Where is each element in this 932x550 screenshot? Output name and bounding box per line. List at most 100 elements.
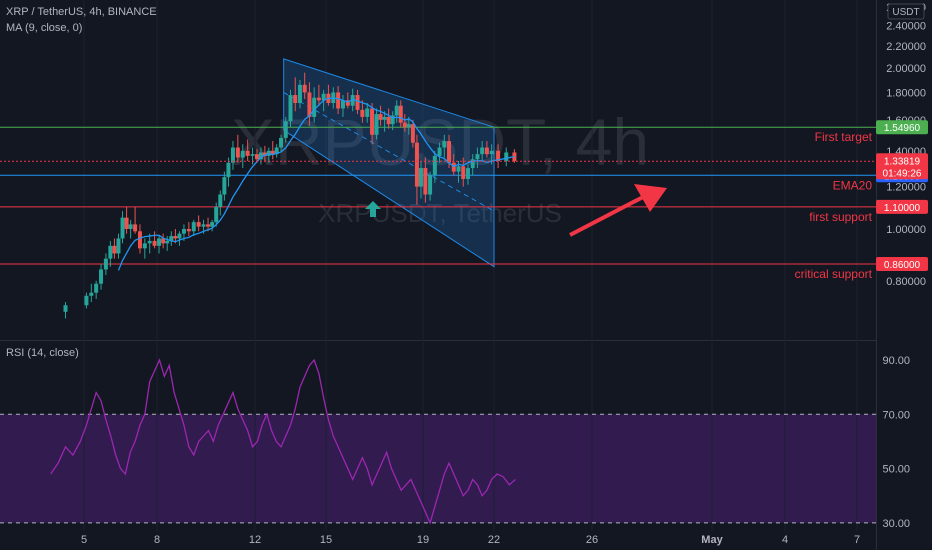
candle-body [196,222,201,227]
candle-body [169,236,174,241]
rsi-tick-label: 30.00 [882,518,910,530]
candle-body [414,142,419,187]
time-tick-label: 8 [154,534,160,546]
candle-body [442,141,447,148]
candle-body [350,95,355,106]
level-annotation: critical support [795,267,873,281]
candle-body [410,124,415,143]
watermark-description: XRPUSDT, TetherUS [318,198,562,228]
candle-body [504,152,509,161]
candle-body [456,166,461,172]
watermark-symbol: XRPUSDT, 4h [231,105,649,179]
candle-body [480,147,485,155]
candle-body [496,150,501,161]
candle-body [307,92,312,117]
candle-body [365,108,370,117]
candle-body [214,206,219,223]
rsi-legend[interactable]: RSI (14, close) [6,347,79,359]
candle-body [94,283,99,293]
channel-midline [283,92,495,212]
candle-body [274,147,279,155]
candle-body [235,147,240,158]
candle-body [340,100,345,109]
candle-body [89,292,94,296]
candle-body [293,95,298,104]
current-price-label: 1.33819 [884,156,921,167]
candle-body [218,194,223,207]
candle-body [382,116,387,120]
symbol-legend[interactable]: XRP / TetherUS, 4h, BINANCE [6,6,157,18]
rsi-line [50,358,516,525]
rsi-tick-label: 90.00 [882,355,910,367]
candle-body [230,147,235,163]
level-price-label: 1.10000 [884,203,921,214]
ma-legend[interactable]: MA (9, close, 0) [6,22,83,34]
rsi-tick-label: 70.00 [882,409,910,421]
candle-body [142,243,147,249]
target-arrow-icon [634,184,667,212]
time-tick-label: 12 [249,534,261,546]
rsi-tick-label: 50.00 [882,464,910,476]
candle-body [147,240,152,244]
candle-body [447,141,452,163]
candle-body [181,228,186,234]
candle-body [84,295,89,306]
candle-body [133,224,138,232]
candle-body [461,166,466,180]
candle-body [406,124,411,128]
level-annotation: First target [815,130,873,144]
price-tick-label: 2.20000 [886,41,926,53]
candle-body [270,150,275,155]
candle-body [386,116,391,125]
candle-body [345,100,350,106]
level-price-tag [876,199,928,214]
candle-body [108,245,113,259]
price-tick-label: 0.80000 [886,276,926,288]
price-tick-label: 1.00000 [886,224,926,236]
ma-line [117,97,515,271]
candle-body [173,236,178,239]
price-axis-border [876,0,877,550]
candle-body [240,150,245,158]
candle-body [374,114,379,135]
candle-body [124,217,129,229]
candle-body [370,108,375,135]
price-tick-label: 1.80000 [886,87,926,99]
candle-body [418,168,423,187]
candle-body [245,150,250,156]
candle-body [297,84,302,104]
candle-body [254,154,259,160]
time-tick-label: 4 [782,534,788,546]
time-tick-label: 26 [586,534,598,546]
rsi-band-fill [0,414,876,523]
candle-body [470,159,475,169]
descending-channel [283,58,495,268]
candle-body [191,222,196,232]
candle-body [336,92,341,109]
candle-body [262,152,267,156]
candle-body [258,152,263,160]
candle-body [137,231,142,249]
candle-body [103,258,108,270]
pane-separator [0,340,876,341]
candle-body [423,168,428,195]
candle-body [283,121,288,138]
candle-body [210,222,215,227]
candle-body [390,115,395,125]
candle-body [432,155,437,176]
candle-body [484,147,489,155]
candle-body [288,95,293,122]
candle-body [312,97,317,117]
candle-body [398,105,403,123]
candle-body [316,97,321,101]
candle-body [222,177,227,195]
price-tick-label: 2.00000 [886,63,926,75]
candle-body [128,224,133,229]
time-tick-label: 19 [417,534,429,546]
candle-body [186,228,191,232]
candle-body [437,147,442,156]
time-tick-label: 22 [488,534,500,546]
candle-body [394,105,399,116]
